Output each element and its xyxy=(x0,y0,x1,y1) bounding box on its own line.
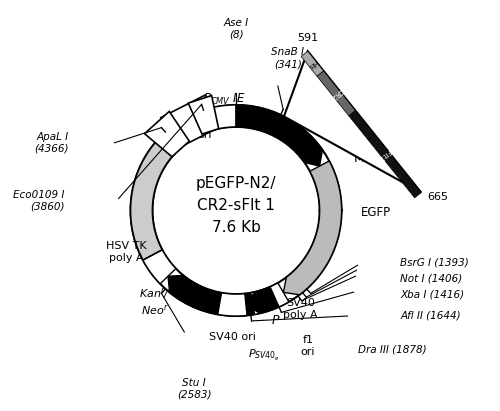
Polygon shape xyxy=(168,275,222,314)
Polygon shape xyxy=(171,108,216,145)
Text: 591: 591 xyxy=(297,33,318,43)
Polygon shape xyxy=(349,111,421,198)
Text: ApaL I
(4366): ApaL I (4366) xyxy=(34,132,69,154)
Polygon shape xyxy=(130,136,178,260)
Text: Xba I (1416): Xba I (1416) xyxy=(400,289,464,299)
Polygon shape xyxy=(220,293,254,316)
Text: $P_{SV40_e}$: $P_{SV40_e}$ xyxy=(248,348,280,363)
Polygon shape xyxy=(246,287,279,313)
Polygon shape xyxy=(161,95,214,145)
Text: Stu I
(2583): Stu I (2583) xyxy=(177,378,212,399)
Text: $P_{CMV}$ IE: $P_{CMV}$ IE xyxy=(203,91,246,106)
Polygon shape xyxy=(284,51,421,193)
Polygon shape xyxy=(210,105,236,129)
Text: pEGFP-N2/
CR2-sFlt 1
7.6 Kb: pEGFP-N2/ CR2-sFlt 1 7.6 Kb xyxy=(196,176,276,235)
Text: 665: 665 xyxy=(427,192,448,201)
Text: Not I (1406): Not I (1406) xyxy=(400,273,462,283)
Polygon shape xyxy=(130,105,342,316)
Text: P: P xyxy=(272,314,280,326)
Polygon shape xyxy=(218,293,247,316)
Text: SnaB I
(341): SnaB I (341) xyxy=(272,48,304,69)
Text: Kan$^r$/
Neo$^r$: Kan$^r$/ Neo$^r$ xyxy=(138,287,170,317)
Polygon shape xyxy=(144,111,190,157)
Text: BsrG I (1393): BsrG I (1393) xyxy=(400,257,469,267)
Polygon shape xyxy=(143,250,176,284)
Text: MCS: MCS xyxy=(354,152,381,165)
Text: CR2: CR2 xyxy=(329,87,344,100)
Text: Ase I
(8): Ase I (8) xyxy=(224,18,248,39)
Polygon shape xyxy=(317,71,356,116)
Text: EGFP: EGFP xyxy=(360,206,390,219)
Text: HSV TK
poly A: HSV TK poly A xyxy=(106,242,147,263)
Text: Afl II (1644): Afl II (1644) xyxy=(400,310,461,320)
Text: pUC
ori: pUC ori xyxy=(192,118,216,140)
Text: Eco0109 I
(3860): Eco0109 I (3860) xyxy=(14,190,65,211)
Polygon shape xyxy=(250,283,289,314)
Polygon shape xyxy=(236,105,322,166)
Text: f1
ori: f1 ori xyxy=(300,335,315,356)
Polygon shape xyxy=(188,95,218,134)
Polygon shape xyxy=(284,161,342,295)
Text: SV40
poly A: SV40 poly A xyxy=(284,298,318,320)
Text: SV40 ori: SV40 ori xyxy=(208,332,256,342)
Polygon shape xyxy=(301,51,324,76)
Text: Dra III (1878): Dra III (1878) xyxy=(358,345,426,355)
Text: His: His xyxy=(306,58,318,69)
Text: sFlt1: sFlt1 xyxy=(376,147,394,162)
